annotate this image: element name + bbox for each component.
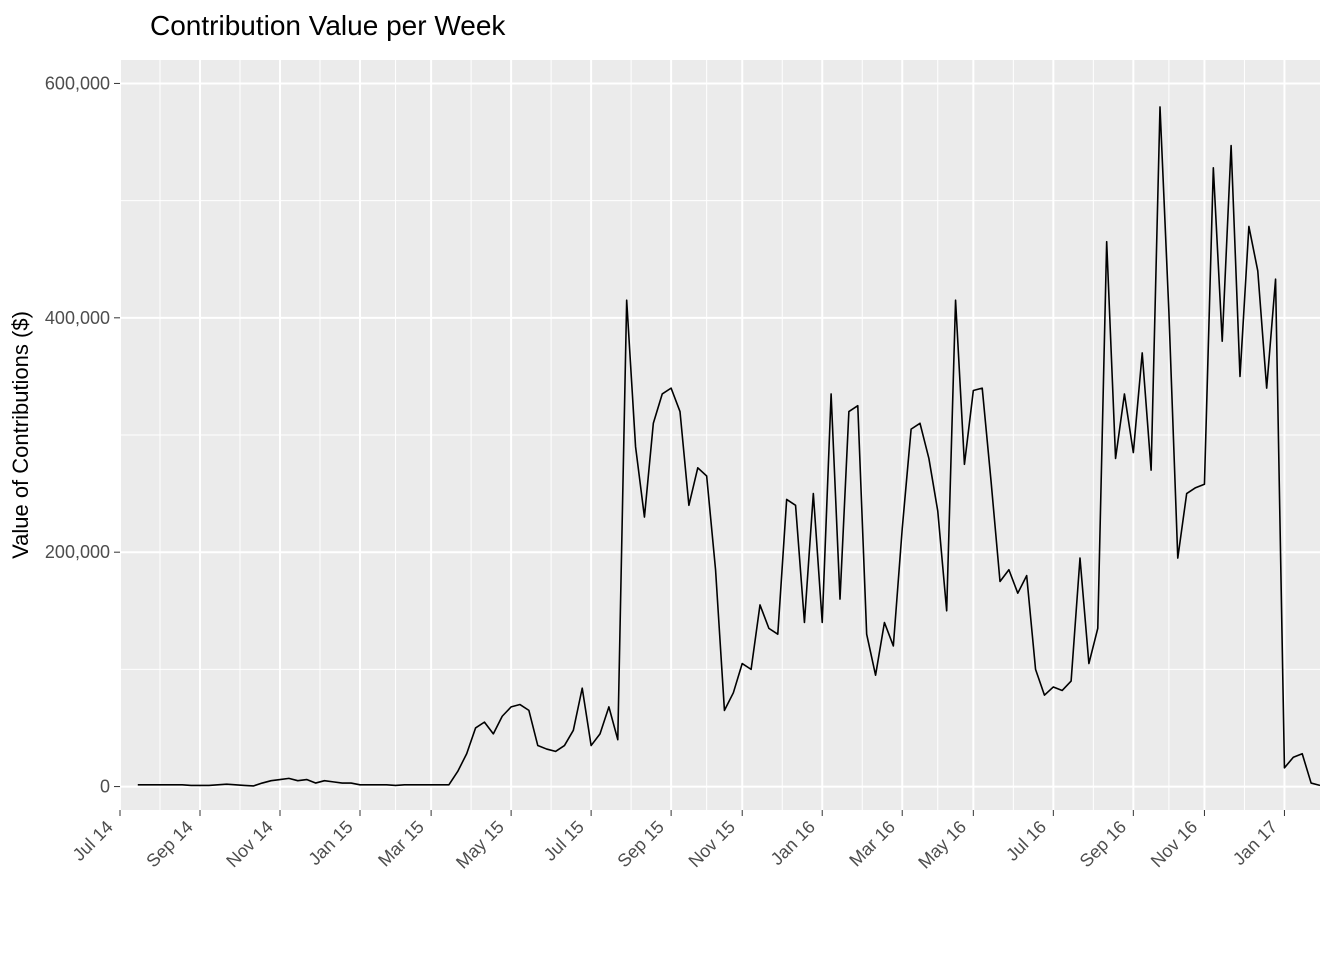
x-tick-label: Sep 14 [142, 817, 196, 871]
x-tick-label: Jul 16 [1002, 817, 1050, 865]
y-tick-label: 400,000 [45, 308, 110, 328]
x-tick-label: Nov 14 [222, 817, 276, 871]
x-tick-label: Nov 15 [685, 817, 739, 871]
y-tick-label: 600,000 [45, 73, 110, 93]
x-tick-label: Jan 17 [1229, 817, 1281, 869]
y-tick-label: 0 [100, 777, 110, 797]
x-tick-label: Mar 15 [374, 817, 428, 871]
chart-title: Contribution Value per Week [150, 10, 506, 41]
x-tick-label: Jul 14 [69, 817, 117, 865]
contribution-chart: Contribution Value per Weekcontributions… [0, 0, 1344, 960]
x-tick-label: Jan 16 [767, 817, 819, 869]
x-tick-label: Mar 16 [845, 817, 899, 871]
x-tick-label: Sep 15 [613, 817, 667, 871]
x-tick-label: May 16 [914, 817, 970, 873]
x-tick-label: Jul 15 [540, 817, 588, 865]
y-axis-title: Value of Contributions ($) [8, 311, 33, 559]
x-tick-label: May 15 [452, 817, 508, 873]
x-tick-label: Nov 16 [1147, 817, 1201, 871]
x-tick-label: Sep 16 [1076, 817, 1130, 871]
y-tick-label: 200,000 [45, 542, 110, 562]
x-tick-label: Jan 15 [304, 817, 356, 869]
